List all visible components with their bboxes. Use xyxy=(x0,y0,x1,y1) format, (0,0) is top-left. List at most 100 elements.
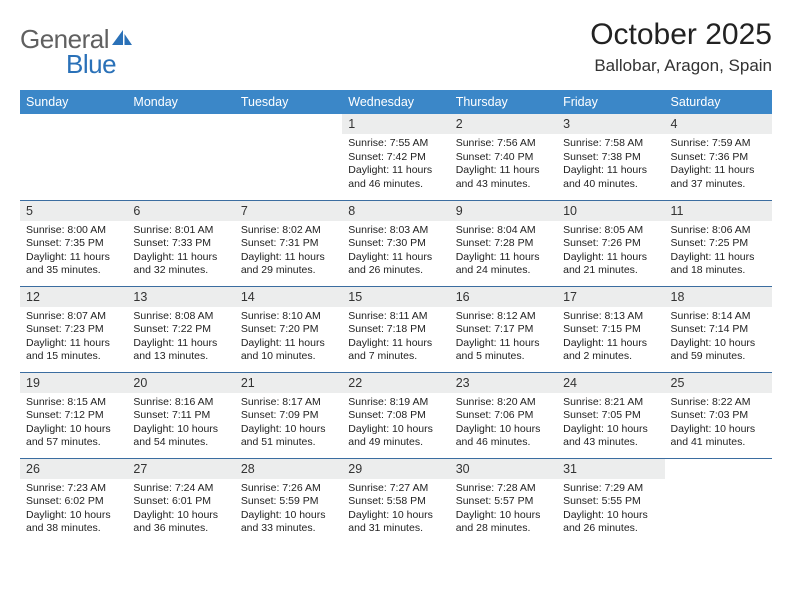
calendar-day-cell: 27Sunrise: 7:24 AMSunset: 6:01 PMDayligh… xyxy=(127,458,234,544)
day-number: 9 xyxy=(450,201,557,221)
day-content: Sunrise: 8:22 AMSunset: 7:03 PMDaylight:… xyxy=(665,393,772,455)
calendar-day-cell: 7Sunrise: 8:02 AMSunset: 7:31 PMDaylight… xyxy=(235,200,342,286)
day-number: 26 xyxy=(20,459,127,479)
calendar-day-cell: 1Sunrise: 7:55 AMSunset: 7:42 PMDaylight… xyxy=(342,114,449,200)
day-number: 2 xyxy=(450,114,557,134)
calendar-week-row: 1Sunrise: 7:55 AMSunset: 7:42 PMDaylight… xyxy=(20,114,772,200)
day-number: 21 xyxy=(235,373,342,393)
sail-icon xyxy=(111,28,133,46)
day-content: Sunrise: 8:11 AMSunset: 7:18 PMDaylight:… xyxy=(342,307,449,369)
calendar-day-cell: 12Sunrise: 8:07 AMSunset: 7:23 PMDayligh… xyxy=(20,286,127,372)
day-content: Sunrise: 8:01 AMSunset: 7:33 PMDaylight:… xyxy=(127,221,234,283)
calendar-day-cell: 3Sunrise: 7:58 AMSunset: 7:38 PMDaylight… xyxy=(557,114,664,200)
calendar-week-row: 19Sunrise: 8:15 AMSunset: 7:12 PMDayligh… xyxy=(20,372,772,458)
calendar-day-cell: 14Sunrise: 8:10 AMSunset: 7:20 PMDayligh… xyxy=(235,286,342,372)
day-number: 17 xyxy=(557,287,664,307)
calendar-day-cell: 10Sunrise: 8:05 AMSunset: 7:26 PMDayligh… xyxy=(557,200,664,286)
day-content: Sunrise: 8:04 AMSunset: 7:28 PMDaylight:… xyxy=(450,221,557,283)
calendar-day-cell: 25Sunrise: 8:22 AMSunset: 7:03 PMDayligh… xyxy=(665,372,772,458)
day-content: Sunrise: 8:07 AMSunset: 7:23 PMDaylight:… xyxy=(20,307,127,369)
calendar-day-cell: 20Sunrise: 8:16 AMSunset: 7:11 PMDayligh… xyxy=(127,372,234,458)
day-content: Sunrise: 8:02 AMSunset: 7:31 PMDaylight:… xyxy=(235,221,342,283)
logo-text-blue: Blue xyxy=(66,49,133,80)
day-number: 14 xyxy=(235,287,342,307)
day-number: 13 xyxy=(127,287,234,307)
day-content: Sunrise: 8:13 AMSunset: 7:15 PMDaylight:… xyxy=(557,307,664,369)
day-content: Sunrise: 8:21 AMSunset: 7:05 PMDaylight:… xyxy=(557,393,664,455)
day-number xyxy=(235,114,342,134)
day-number: 4 xyxy=(665,114,772,134)
calendar-day-cell: 21Sunrise: 8:17 AMSunset: 7:09 PMDayligh… xyxy=(235,372,342,458)
day-header: Sunday xyxy=(20,90,127,114)
calendar-week-row: 5Sunrise: 8:00 AMSunset: 7:35 PMDaylight… xyxy=(20,200,772,286)
day-number: 20 xyxy=(127,373,234,393)
day-number xyxy=(665,459,772,479)
title-block: October 2025 Ballobar, Aragon, Spain xyxy=(590,18,772,76)
day-content: Sunrise: 8:12 AMSunset: 7:17 PMDaylight:… xyxy=(450,307,557,369)
calendar-day-cell xyxy=(665,458,772,544)
day-content: Sunrise: 7:58 AMSunset: 7:38 PMDaylight:… xyxy=(557,134,664,196)
day-content: Sunrise: 8:15 AMSunset: 7:12 PMDaylight:… xyxy=(20,393,127,455)
day-content: Sunrise: 8:10 AMSunset: 7:20 PMDaylight:… xyxy=(235,307,342,369)
calendar-day-cell: 19Sunrise: 8:15 AMSunset: 7:12 PMDayligh… xyxy=(20,372,127,458)
day-number: 12 xyxy=(20,287,127,307)
day-number: 23 xyxy=(450,373,557,393)
day-header: Friday xyxy=(557,90,664,114)
day-content: Sunrise: 8:00 AMSunset: 7:35 PMDaylight:… xyxy=(20,221,127,283)
calendar-day-cell: 24Sunrise: 8:21 AMSunset: 7:05 PMDayligh… xyxy=(557,372,664,458)
day-number: 28 xyxy=(235,459,342,479)
day-number: 11 xyxy=(665,201,772,221)
header: GeneralBlue October 2025 Ballobar, Arago… xyxy=(20,18,772,80)
day-content: Sunrise: 8:06 AMSunset: 7:25 PMDaylight:… xyxy=(665,221,772,283)
day-content: Sunrise: 7:27 AMSunset: 5:58 PMDaylight:… xyxy=(342,479,449,541)
calendar-week-row: 12Sunrise: 8:07 AMSunset: 7:23 PMDayligh… xyxy=(20,286,772,372)
day-header: Monday xyxy=(127,90,234,114)
calendar-day-cell: 6Sunrise: 8:01 AMSunset: 7:33 PMDaylight… xyxy=(127,200,234,286)
day-number: 1 xyxy=(342,114,449,134)
calendar-day-cell: 22Sunrise: 8:19 AMSunset: 7:08 PMDayligh… xyxy=(342,372,449,458)
day-number: 18 xyxy=(665,287,772,307)
day-content: Sunrise: 8:05 AMSunset: 7:26 PMDaylight:… xyxy=(557,221,664,283)
day-content: Sunrise: 7:29 AMSunset: 5:55 PMDaylight:… xyxy=(557,479,664,541)
day-number xyxy=(127,114,234,134)
calendar-day-cell: 31Sunrise: 7:29 AMSunset: 5:55 PMDayligh… xyxy=(557,458,664,544)
calendar-day-cell: 29Sunrise: 7:27 AMSunset: 5:58 PMDayligh… xyxy=(342,458,449,544)
calendar-day-cell: 26Sunrise: 7:23 AMSunset: 6:02 PMDayligh… xyxy=(20,458,127,544)
calendar-day-cell: 18Sunrise: 8:14 AMSunset: 7:14 PMDayligh… xyxy=(665,286,772,372)
day-content: Sunrise: 8:20 AMSunset: 7:06 PMDaylight:… xyxy=(450,393,557,455)
day-content: Sunrise: 7:28 AMSunset: 5:57 PMDaylight:… xyxy=(450,479,557,541)
day-number: 6 xyxy=(127,201,234,221)
calendar-day-cell: 9Sunrise: 8:04 AMSunset: 7:28 PMDaylight… xyxy=(450,200,557,286)
day-number: 30 xyxy=(450,459,557,479)
day-number: 16 xyxy=(450,287,557,307)
day-header: Saturday xyxy=(665,90,772,114)
day-content: Sunrise: 7:23 AMSunset: 6:02 PMDaylight:… xyxy=(20,479,127,541)
day-number: 5 xyxy=(20,201,127,221)
calendar-day-cell xyxy=(127,114,234,200)
day-number: 22 xyxy=(342,373,449,393)
day-content: Sunrise: 8:03 AMSunset: 7:30 PMDaylight:… xyxy=(342,221,449,283)
day-content: Sunrise: 8:17 AMSunset: 7:09 PMDaylight:… xyxy=(235,393,342,455)
calendar-week-row: 26Sunrise: 7:23 AMSunset: 6:02 PMDayligh… xyxy=(20,458,772,544)
calendar-day-cell: 13Sunrise: 8:08 AMSunset: 7:22 PMDayligh… xyxy=(127,286,234,372)
calendar-day-cell: 30Sunrise: 7:28 AMSunset: 5:57 PMDayligh… xyxy=(450,458,557,544)
day-number: 25 xyxy=(665,373,772,393)
day-content: Sunrise: 7:26 AMSunset: 5:59 PMDaylight:… xyxy=(235,479,342,541)
logo: GeneralBlue xyxy=(20,24,133,80)
calendar-day-cell: 28Sunrise: 7:26 AMSunset: 5:59 PMDayligh… xyxy=(235,458,342,544)
day-number: 8 xyxy=(342,201,449,221)
day-number: 27 xyxy=(127,459,234,479)
calendar-day-cell: 5Sunrise: 8:00 AMSunset: 7:35 PMDaylight… xyxy=(20,200,127,286)
day-content: Sunrise: 7:24 AMSunset: 6:01 PMDaylight:… xyxy=(127,479,234,541)
day-number: 10 xyxy=(557,201,664,221)
day-header: Tuesday xyxy=(235,90,342,114)
calendar-day-cell: 23Sunrise: 8:20 AMSunset: 7:06 PMDayligh… xyxy=(450,372,557,458)
location: Ballobar, Aragon, Spain xyxy=(590,56,772,76)
calendar-day-cell: 2Sunrise: 7:56 AMSunset: 7:40 PMDaylight… xyxy=(450,114,557,200)
calendar-day-cell: 17Sunrise: 8:13 AMSunset: 7:15 PMDayligh… xyxy=(557,286,664,372)
day-number: 29 xyxy=(342,459,449,479)
calendar-day-cell: 15Sunrise: 8:11 AMSunset: 7:18 PMDayligh… xyxy=(342,286,449,372)
day-content: Sunrise: 8:19 AMSunset: 7:08 PMDaylight:… xyxy=(342,393,449,455)
calendar-day-cell xyxy=(20,114,127,200)
day-number xyxy=(20,114,127,134)
